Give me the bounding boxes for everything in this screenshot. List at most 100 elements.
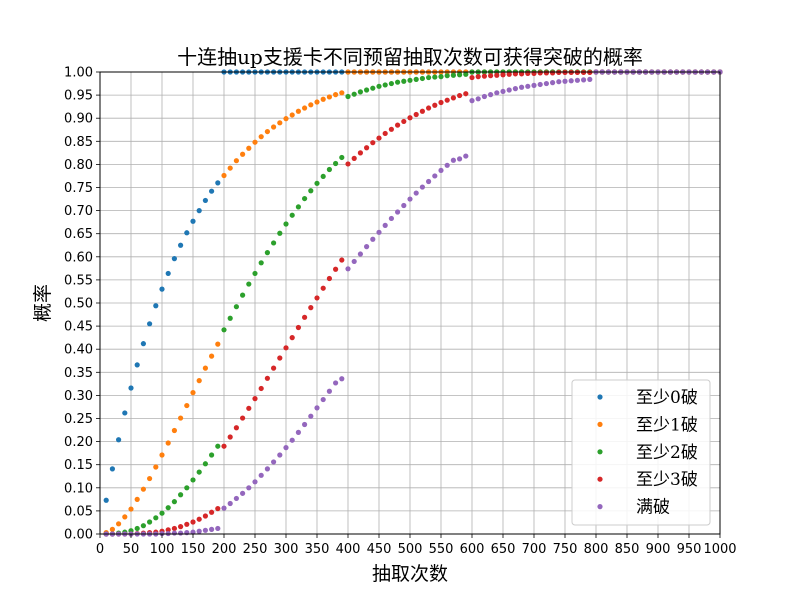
data-point-series-4: [202, 527, 208, 533]
data-point-series-4: [320, 396, 326, 403]
data-point-series-4: [295, 429, 301, 435]
data-point-series-4: [432, 173, 438, 179]
data-point-series-3: [407, 115, 413, 121]
data-point-series-4: [395, 209, 401, 215]
data-point-series-3: [345, 161, 351, 167]
y-tick-label: 0.00: [64, 528, 93, 543]
data-point-series-1: [202, 365, 208, 371]
data-point-series-4: [351, 258, 357, 265]
data-point-series-2: [140, 523, 146, 529]
data-point-series-2: [351, 91, 357, 97]
data-point-series-0: [178, 242, 184, 248]
data-point-series-0: [184, 230, 190, 236]
data-point-series-4: [376, 229, 382, 235]
legend-marker: [597, 449, 603, 455]
data-point-series-2: [345, 93, 351, 100]
data-point-series-2: [209, 452, 215, 458]
x-tick-label: 300: [274, 542, 299, 557]
legend-marker: [597, 504, 603, 510]
y-tick-label: 0.40: [64, 343, 93, 358]
y-tick-label: 0.20: [64, 435, 93, 450]
data-point-series-3: [215, 505, 221, 512]
data-point-series-3: [302, 314, 308, 320]
data-point-series-3: [382, 130, 388, 137]
data-point-series-1: [277, 120, 283, 126]
data-point-series-3: [227, 434, 233, 440]
legend-label: 至少1破: [636, 415, 698, 435]
data-point-series-3: [469, 74, 475, 81]
y-tick-label: 0.25: [64, 412, 93, 427]
x-tick-label: 0: [96, 542, 104, 557]
data-point-series-0: [122, 410, 128, 416]
data-point-series-1: [326, 94, 332, 100]
data-point-series-4: [401, 202, 407, 209]
data-point-series-2: [246, 281, 252, 287]
x-tick-label: 850: [615, 542, 640, 557]
data-point-series-2: [147, 519, 153, 525]
legend-box: [571, 379, 711, 526]
data-point-series-2: [401, 78, 407, 84]
data-point-series-1: [153, 464, 159, 470]
data-point-series-4: [326, 388, 332, 394]
data-point-series-1: [215, 341, 221, 347]
data-point-series-4: [568, 78, 574, 84]
y-tick-label: 0.80: [64, 158, 93, 173]
data-point-series-2: [190, 477, 196, 483]
data-point-series-2: [184, 485, 190, 491]
data-point-series-0: [128, 385, 134, 391]
data-point-series-4: [438, 167, 444, 174]
data-point-series-3: [165, 527, 171, 533]
data-point-series-1: [147, 475, 153, 482]
data-point-series-3: [178, 524, 184, 530]
data-point-series-3: [196, 516, 202, 522]
x-tick-label: 700: [522, 542, 547, 557]
data-point-series-3: [488, 73, 494, 79]
x-tick-label: 100: [150, 542, 175, 557]
data-point-series-0: [215, 180, 221, 186]
data-point-series-1: [165, 440, 171, 446]
data-point-series-2: [382, 82, 388, 88]
data-point-series-3: [314, 295, 320, 301]
data-point-series-1: [178, 415, 184, 421]
data-point-series-2: [258, 260, 264, 266]
y-tick-label: 0.75: [64, 181, 93, 196]
data-point-series-2: [376, 83, 382, 89]
data-point-series-3: [432, 102, 438, 108]
data-point-series-3: [457, 92, 463, 99]
data-point-series-2: [134, 525, 140, 532]
legend-label: 至少0破: [636, 388, 698, 408]
data-point-series-4: [382, 222, 388, 228]
data-point-series-2: [413, 76, 419, 82]
x-tick-label: 750: [553, 542, 578, 557]
data-point-series-2: [252, 270, 258, 277]
data-point-series-4: [302, 421, 308, 428]
x-tick-label: 1000: [703, 542, 736, 557]
data-point-series-4: [240, 490, 246, 496]
data-point-series-3: [426, 105, 432, 111]
x-tick-label: 400: [336, 542, 361, 557]
data-point-series-0: [171, 256, 177, 262]
x-tick-label: 200: [212, 542, 237, 557]
y-tick-label: 0.15: [64, 458, 93, 473]
data-point-series-4: [227, 500, 233, 507]
data-point-series-4: [190, 529, 196, 535]
data-point-series-3: [233, 425, 239, 431]
data-point-series-1: [209, 353, 215, 359]
data-point-series-2: [271, 240, 277, 246]
x-tick-label: 650: [491, 542, 516, 557]
data-point-series-0: [209, 188, 215, 194]
data-point-series-4: [450, 157, 456, 163]
data-point-series-3: [543, 70, 550, 76]
data-point-series-2: [221, 327, 227, 333]
x-tick-label: 350: [305, 542, 330, 557]
y-tick-label: 0.90: [64, 112, 93, 127]
y-tick-label: 0.85: [64, 135, 93, 150]
data-point-series-3: [475, 74, 481, 80]
data-point-series-3: [295, 324, 301, 331]
data-point-series-4: [531, 82, 537, 88]
data-point-series-2: [308, 188, 314, 194]
data-point-series-2: [463, 71, 469, 77]
data-point-series-3: [463, 91, 469, 97]
data-point-series-0: [202, 197, 208, 204]
